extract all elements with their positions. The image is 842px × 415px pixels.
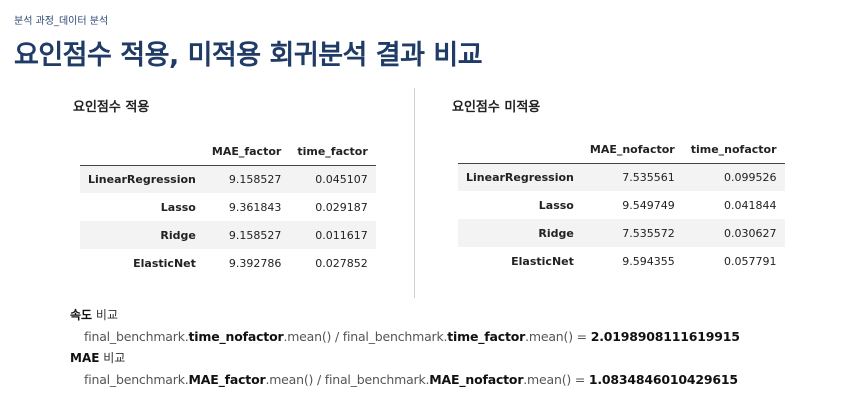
index-header	[458, 137, 582, 163]
formula-result: 1.0834846010429615	[588, 372, 738, 387]
mae-cell: 9.158527	[228, 228, 282, 242]
formula-text: .mean() / final_benchmark.	[283, 329, 448, 344]
mae-label: MAE	[70, 351, 100, 365]
compare-label: 비교	[103, 351, 126, 365]
column-header: MAE_nofactor	[589, 143, 675, 157]
time-cell: 0.011617	[315, 228, 368, 242]
row-label: ElasticNet	[133, 256, 196, 270]
nofactor-results-table: MAE_nofactor time_nofactor LinearRegress…	[458, 137, 785, 275]
mae-cell: 9.392786	[228, 256, 282, 270]
mae-cell: 9.361843	[228, 200, 282, 214]
speed-compare-heading: 속도 비교	[70, 306, 118, 323]
left-panel-title: 요인점수 적용	[73, 100, 150, 115]
mae-formula: final_benchmark.MAE_factor.mean() / fina…	[84, 372, 738, 387]
table-row: LinearRegression 9.158527 0.045107	[80, 165, 376, 193]
table-header-row: MAE_factor time_factor	[80, 139, 376, 165]
formula-term: time_nofactor	[188, 329, 284, 344]
vertical-divider	[414, 88, 415, 298]
time-cell: 0.099526	[724, 170, 777, 184]
formula-term: MAE_nofactor	[429, 372, 524, 387]
mae-cell: 9.158527	[228, 172, 282, 186]
mae-cell: 9.549749	[622, 198, 675, 212]
table-row: Ridge 9.158527 0.011617	[80, 221, 376, 249]
row-label: LinearRegression	[466, 170, 574, 184]
time-cell: 0.045107	[315, 172, 368, 186]
row-label: ElasticNet	[511, 254, 574, 268]
mae-compare-heading: MAE 비교	[70, 349, 125, 366]
formula-text: .mean() / final_benchmark.	[265, 372, 430, 387]
table-row: Lasso 9.361843 0.029187	[80, 193, 376, 221]
formula-result: 2.0198908111619915	[590, 329, 740, 344]
table-row: LinearRegression 7.535561 0.099526	[458, 163, 785, 191]
speed-label: 속도	[70, 308, 93, 322]
formula-text: .mean() =	[523, 372, 589, 387]
table-row: Lasso 9.549749 0.041844	[458, 191, 785, 219]
table-row: ElasticNet 9.594355 0.057791	[458, 247, 785, 275]
formula-text: final_benchmark.	[84, 372, 189, 387]
page-title: 요인점수 적용, 미적용 회귀분석 결과 비교	[14, 40, 483, 71]
index-header	[80, 139, 204, 165]
table-row: Ridge 7.535572 0.030627	[458, 219, 785, 247]
compare-label: 비교	[95, 308, 119, 322]
table-row: ElasticNet 9.392786 0.027852	[80, 249, 376, 277]
column-header: MAE_factor	[211, 145, 282, 159]
row-label: Lasso	[538, 198, 574, 212]
formula-text: final_benchmark.	[84, 329, 189, 344]
row-label: LinearRegression	[88, 172, 196, 186]
row-label: Ridge	[160, 228, 196, 242]
column-header: time_nofactor	[690, 143, 777, 157]
right-panel-title: 요인점수 미적용	[452, 100, 541, 115]
row-label: Lasso	[160, 200, 196, 214]
time-cell: 0.057791	[724, 254, 777, 268]
time-cell: 0.030627	[724, 226, 777, 240]
mae-cell: 7.535572	[622, 226, 675, 240]
mae-cell: 9.594355	[622, 254, 675, 268]
table-header-row: MAE_nofactor time_nofactor	[458, 137, 785, 163]
row-label: Ridge	[538, 226, 574, 240]
formula-term: MAE_factor	[188, 372, 266, 387]
time-cell: 0.041844	[724, 198, 777, 212]
time-cell: 0.029187	[315, 200, 368, 214]
mae-cell: 7.535561	[622, 170, 675, 184]
time-cell: 0.027852	[315, 256, 368, 270]
speed-formula: final_benchmark.time_nofactor.mean() / f…	[84, 329, 740, 344]
formula-term: time_factor	[447, 329, 526, 344]
formula-text: .mean() =	[525, 329, 591, 344]
factor-results-table: MAE_factor time_factor LinearRegression …	[80, 139, 376, 277]
column-header: time_factor	[297, 145, 368, 159]
breadcrumb: 분석 과정_데이터 분석	[14, 16, 109, 27]
